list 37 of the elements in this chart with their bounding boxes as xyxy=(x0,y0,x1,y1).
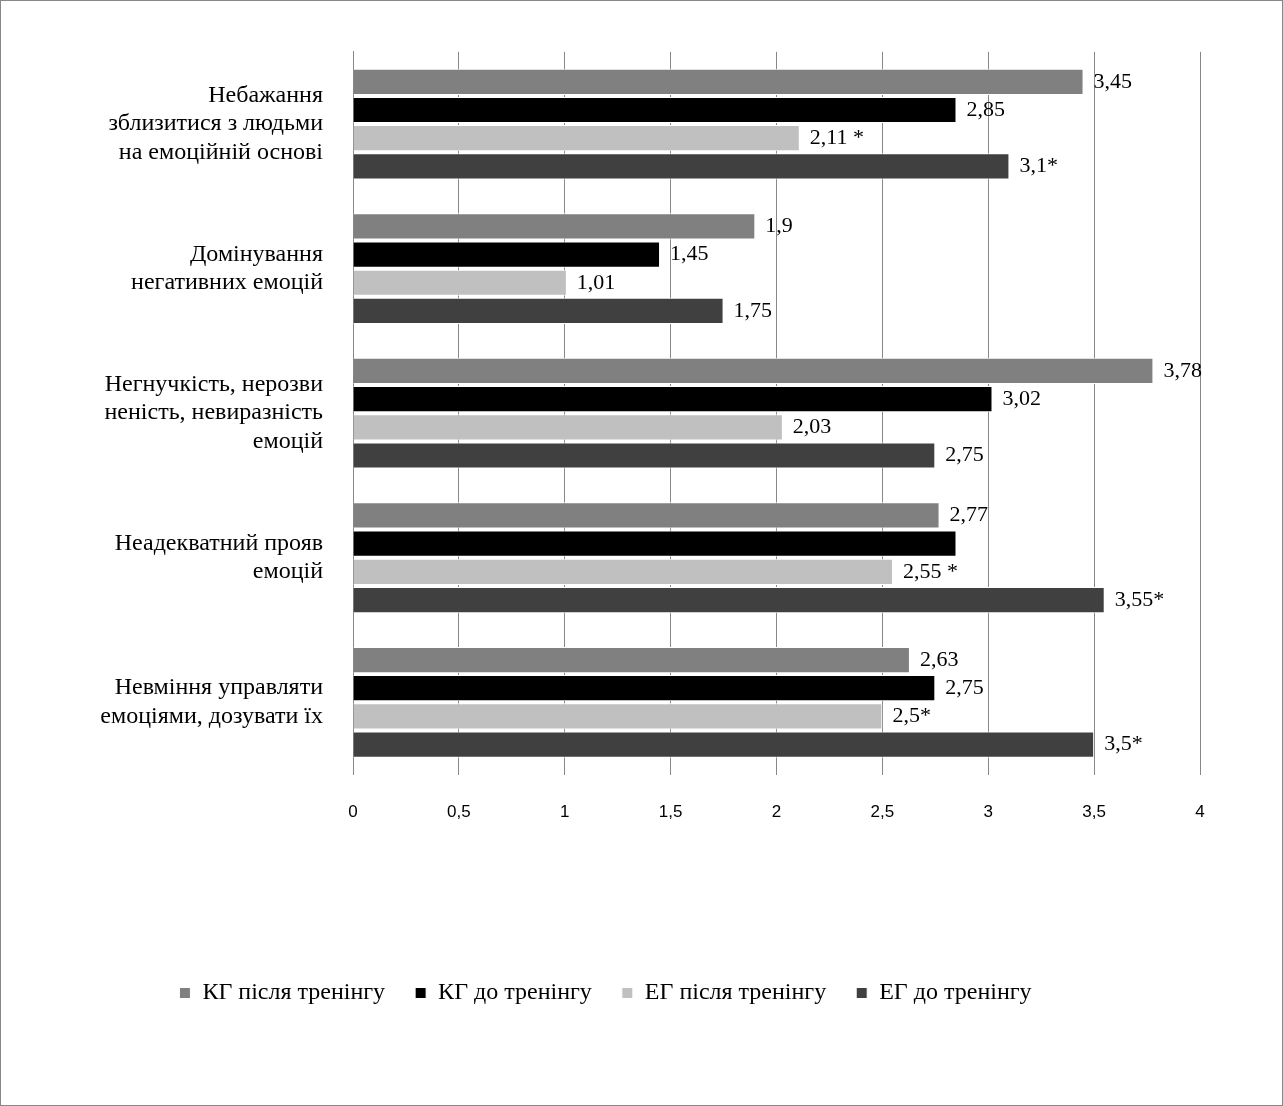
data-label: 3,5* xyxy=(1104,730,1143,756)
data-label: 1,01 xyxy=(576,268,616,294)
legend-label: ЕГ після тренінгу xyxy=(644,978,827,1005)
data-label: 2,75 xyxy=(945,441,984,467)
data-label: 3,02 xyxy=(1002,384,1041,410)
data-label: 3,78 xyxy=(1163,356,1202,382)
data-label: 2,85 xyxy=(966,95,1005,121)
data-label: 1,45 xyxy=(670,240,709,266)
y-tick-label: Неадекватний прояв емоцій xyxy=(114,528,324,584)
data-label: 3,1* xyxy=(1019,152,1058,178)
y-tick-label: Невміння управляти емоціями, дозувати їх xyxy=(100,673,324,729)
data-label: 1,75 xyxy=(733,296,773,322)
x-tick-label: 1,5 xyxy=(658,802,683,822)
data-label: 1,9 xyxy=(765,212,793,238)
data-label: 2,63 xyxy=(919,645,959,671)
data-label: 2,11 * xyxy=(809,123,864,149)
x-tick-label: 0 xyxy=(348,802,358,822)
data-label: 3,55* xyxy=(1114,585,1165,611)
data-label: 2,03 xyxy=(792,413,832,439)
data-label: 2,77 xyxy=(949,501,989,527)
legend-label: ЕГ до тренінгу xyxy=(879,978,1032,1005)
x-tick-label: 3 xyxy=(983,802,993,822)
data-label: 3,45 xyxy=(1093,67,1133,93)
y-tick-label: Негнучкість, нерозви неність, невиразність емоцій xyxy=(104,369,324,454)
legend-label: КГ до тренінгу xyxy=(438,978,592,1005)
x-tick-label: 1 xyxy=(560,802,570,822)
y-tick-label: Домінування негативних емоцій xyxy=(131,239,324,295)
data-label: 2,75 xyxy=(945,674,984,700)
x-tick-label: 4 xyxy=(1195,802,1205,822)
x-tick-label: 0,5 xyxy=(447,802,471,822)
x-tick-label: 3,5 xyxy=(1082,802,1106,822)
data-label: 2,55 * xyxy=(902,557,958,583)
data-label: 2,5* xyxy=(892,702,931,728)
x-tick-label: 2 xyxy=(771,802,782,822)
y-tick-label: Небажання зблизитися з людьми на емоційній основі xyxy=(108,80,324,165)
legend-label: КГ після тренінгу xyxy=(202,978,386,1005)
x-tick-label: 2,5 xyxy=(870,802,895,822)
